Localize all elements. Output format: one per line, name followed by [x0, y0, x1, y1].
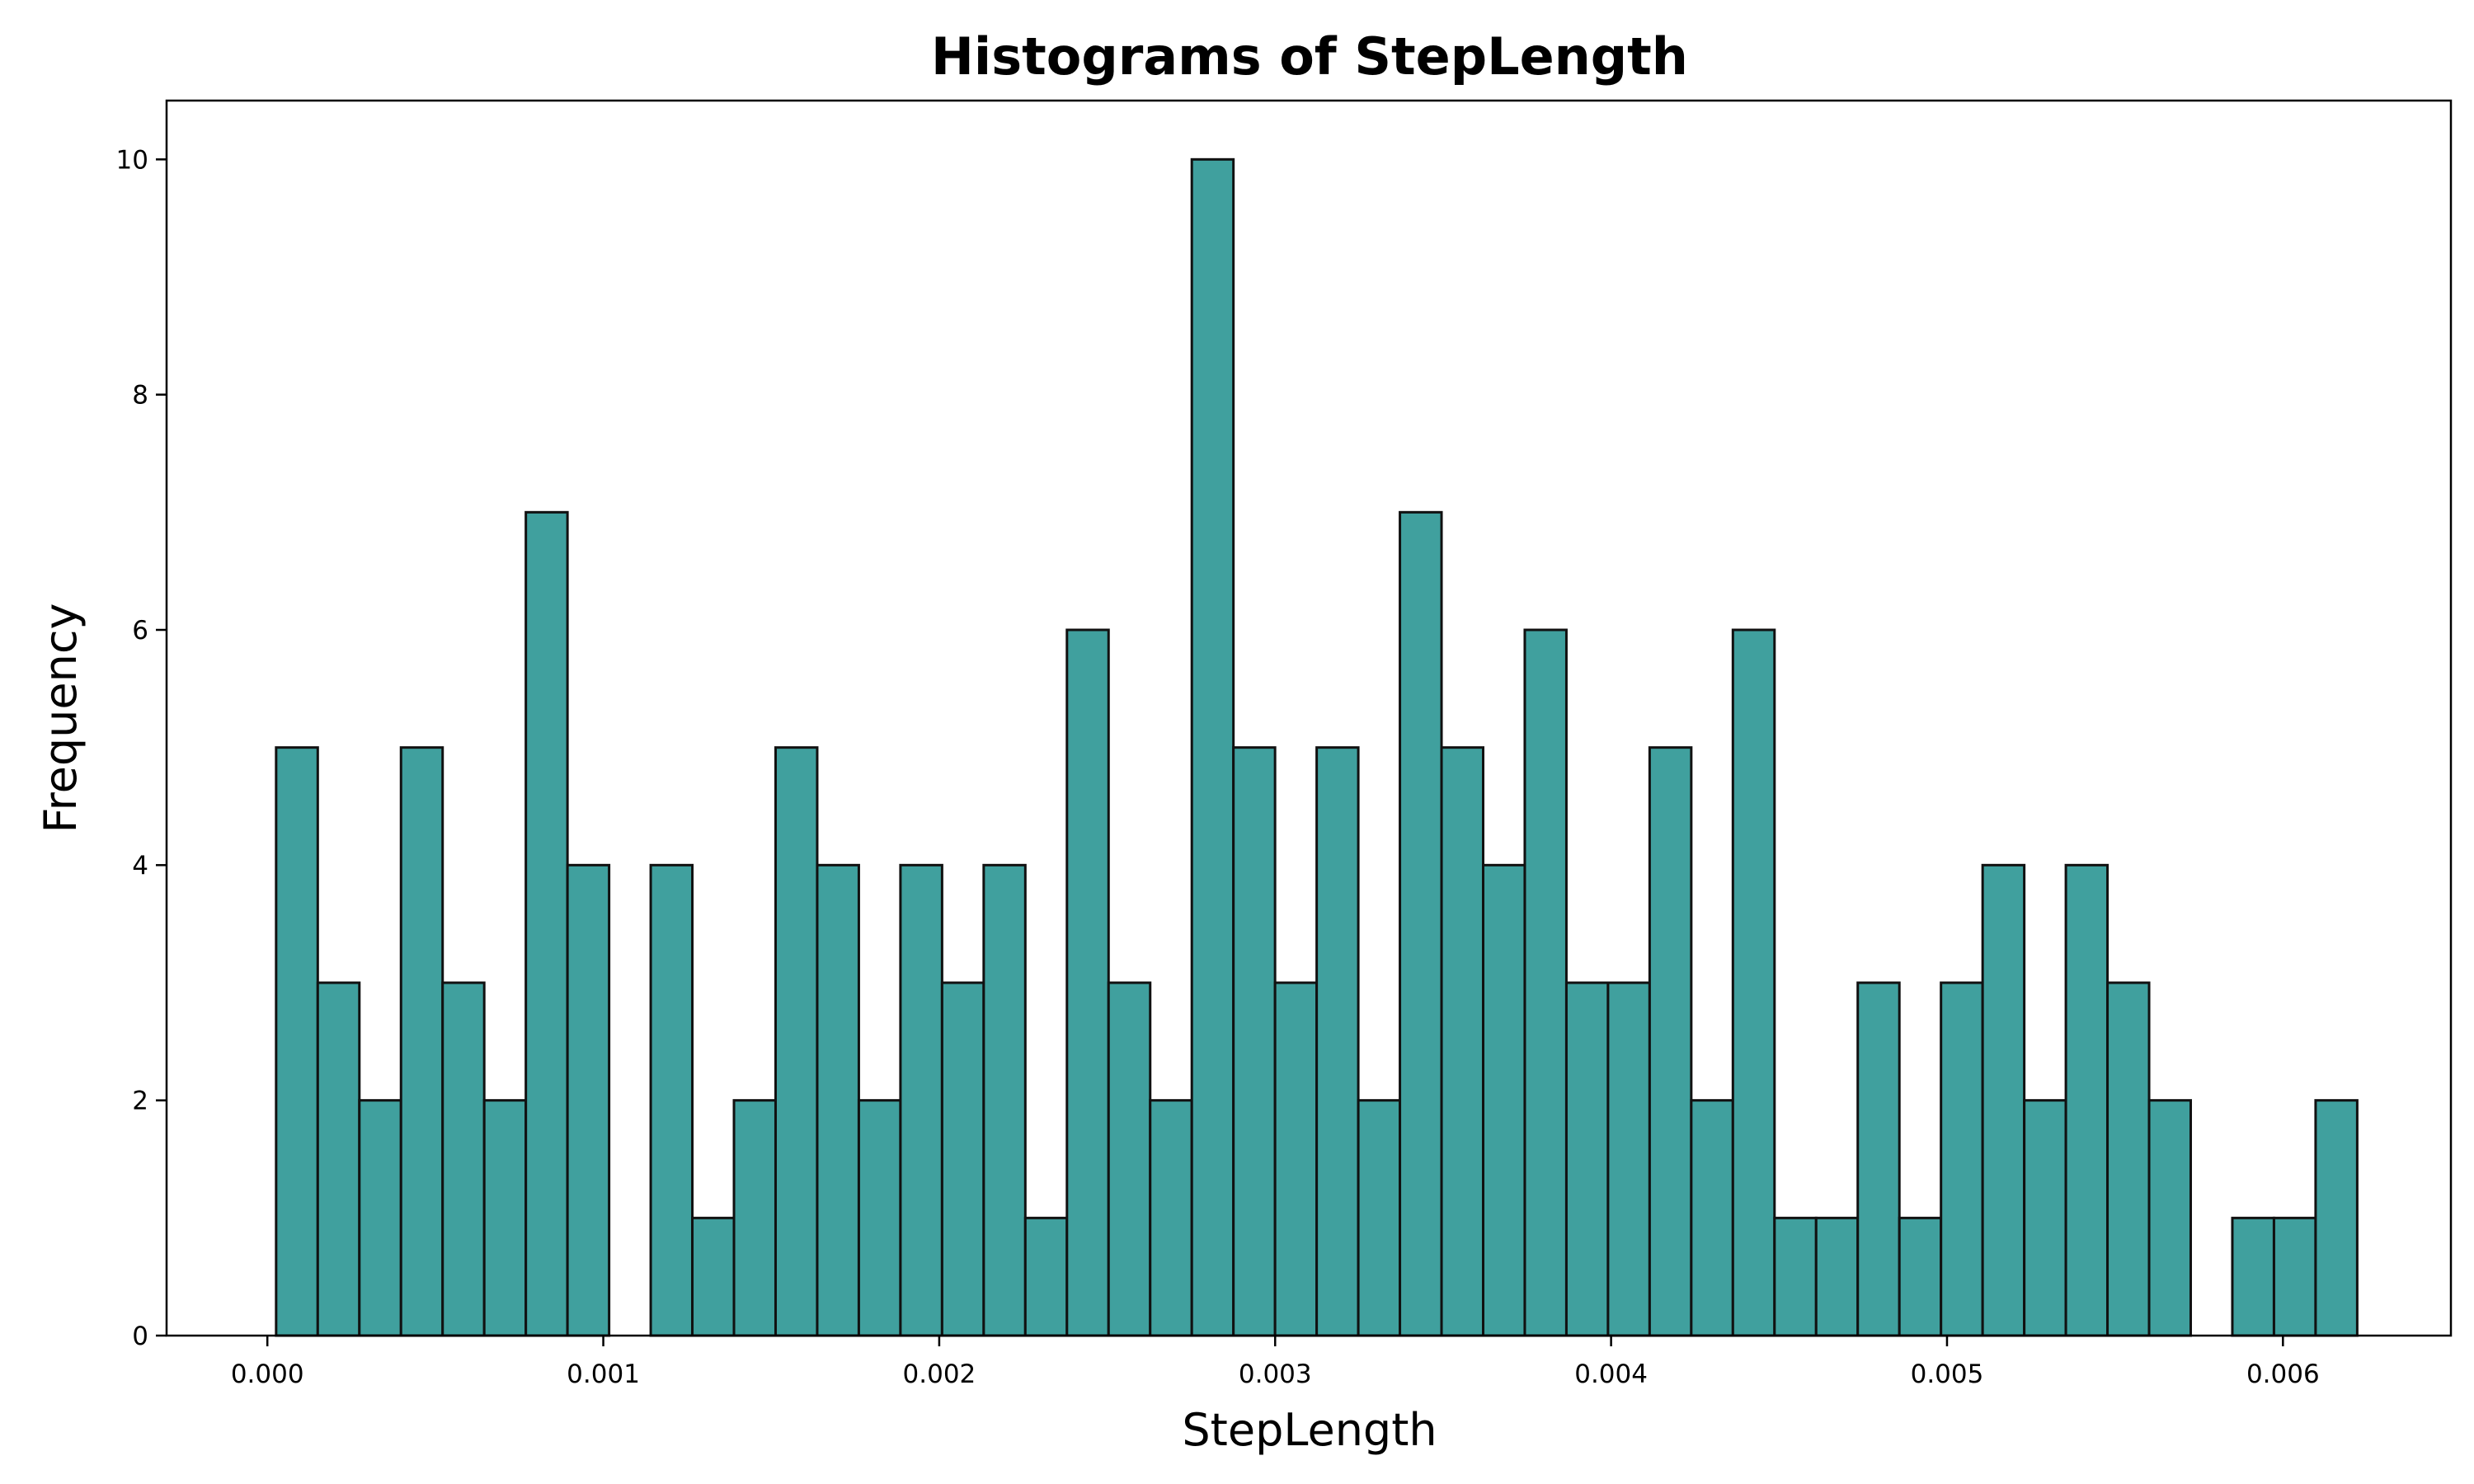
y-tick-label: 4: [132, 851, 148, 881]
histogram-bar: [940, 981, 985, 1337]
histogram-bar: [1107, 981, 1152, 1337]
histogram-bar: [1315, 746, 1360, 1337]
histogram-bar: [857, 1099, 902, 1337]
histogram-bar: [649, 863, 694, 1337]
histogram-bar: [2147, 1099, 2193, 1337]
y-axis-title: Frequency: [35, 603, 87, 834]
chart-title: Histograms of StepLength: [931, 26, 1688, 87]
histogram-bar: [1481, 863, 1526, 1337]
histogram-bar: [441, 981, 486, 1337]
histogram-bar: [1773, 1216, 1818, 1337]
histogram-bar: [1690, 1099, 1734, 1337]
histogram-bar: [2272, 1216, 2317, 1337]
histogram-bar: [2231, 1216, 2275, 1337]
x-axis-title: StepLength: [1182, 1404, 1437, 1456]
y-tick-label: 10: [116, 145, 148, 175]
histogram-bar: [2106, 981, 2151, 1337]
histogram-bar: [399, 746, 444, 1337]
histogram-bar: [1232, 746, 1277, 1337]
histogram-bar: [1648, 746, 1693, 1337]
histogram-bar: [482, 1099, 528, 1337]
histogram-bar: [816, 863, 860, 1337]
y-tick-label: 8: [132, 381, 148, 411]
histogram-bar: [1149, 1099, 1193, 1337]
histogram-bar: [982, 863, 1027, 1337]
histogram-bar: [358, 1099, 402, 1337]
x-tick-label: 0.000: [231, 1360, 304, 1389]
histogram-bar: [524, 510, 569, 1337]
histogram-bar: [1065, 628, 1110, 1337]
histogram-bar: [1440, 746, 1484, 1337]
y-tick-label: 0: [132, 1322, 148, 1351]
histogram-bar: [2064, 863, 2109, 1337]
histogram-bar: [691, 1216, 736, 1337]
histogram-bar: [316, 981, 361, 1337]
histogram-bar: [1273, 981, 1319, 1337]
histogram-bar: [732, 1099, 777, 1337]
histogram-bar: [1357, 1099, 1402, 1337]
x-tick-label: 0.002: [903, 1360, 976, 1389]
histogram-bar: [1399, 510, 1443, 1337]
histogram-bar: [275, 746, 319, 1337]
histogram-bar: [1023, 1216, 1069, 1337]
x-tick-label: 0.001: [567, 1360, 640, 1389]
histogram-bar: [1564, 981, 1610, 1337]
histogram-bar: [774, 746, 819, 1337]
histogram-bar: [1190, 157, 1235, 1337]
histogram-bar: [1731, 628, 1776, 1337]
x-tick-label: 0.004: [1574, 1360, 1648, 1389]
y-tick-label: 2: [132, 1087, 148, 1116]
histogram-bar: [2023, 1099, 2067, 1337]
histogram-bar: [1940, 981, 1984, 1337]
histogram-bar: [566, 863, 611, 1337]
plot-frame: [165, 99, 2453, 1337]
histogram-bar: [1981, 863, 2026, 1337]
histogram-bar: [1814, 1216, 1860, 1337]
histogram-bar: [2314, 1099, 2359, 1337]
histogram-bar: [1898, 1216, 1943, 1337]
histogram-bar: [899, 863, 943, 1337]
y-axis: 0 2 4 6 8 10: [116, 145, 167, 1351]
y-tick-label: 6: [132, 616, 148, 646]
histogram-bar: [1856, 981, 1901, 1337]
x-tick-label: 0.005: [1911, 1360, 1984, 1389]
x-tick-label: 0.006: [2246, 1360, 2320, 1389]
x-tick-label: 0.003: [1239, 1360, 1312, 1389]
bars-group: [275, 157, 2359, 1337]
histogram-bar: [1606, 981, 1651, 1337]
histogram-bar: [1523, 628, 1568, 1337]
x-axis: 0.000 0.001 0.002 0.003 0.004 0.005 0.006: [231, 1336, 2320, 1389]
